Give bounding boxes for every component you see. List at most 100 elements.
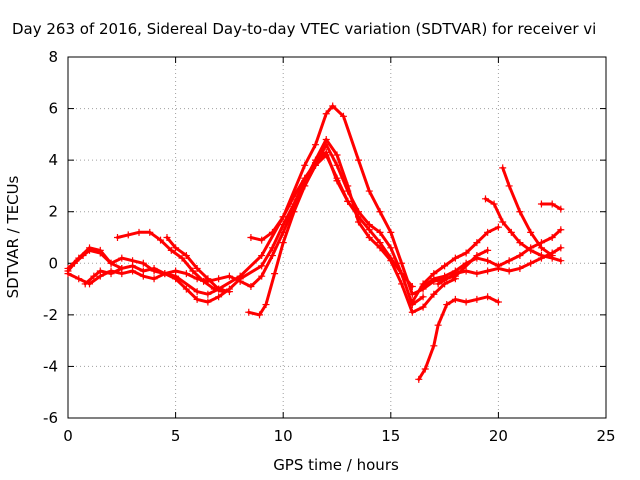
data-point: [430, 290, 438, 298]
data-point: [527, 246, 535, 254]
data-point: [182, 252, 190, 260]
data-point: [245, 308, 253, 316]
x-tick-label: 5: [171, 427, 181, 445]
data-point: [387, 244, 395, 252]
data-point: [172, 275, 180, 283]
data-point: [189, 267, 197, 275]
data-point: [494, 223, 502, 231]
data-point: [258, 272, 266, 280]
data-point: [163, 234, 171, 241]
data-point: [473, 295, 481, 303]
data-point: [301, 182, 309, 190]
data-point: [268, 228, 276, 236]
series-arc-f: [163, 234, 233, 296]
data-point: [247, 282, 255, 290]
data-point: [81, 280, 89, 288]
axis-ticks: [67, 56, 607, 419]
series-trace: [66, 246, 124, 270]
data-point: [484, 267, 492, 275]
data-point: [225, 272, 233, 280]
y-tick-label: 6: [48, 100, 58, 118]
data-point: [443, 275, 451, 283]
data-point: [505, 267, 513, 275]
data-point: [376, 208, 384, 216]
series-arc-i: [415, 293, 502, 383]
y-tick-label: 2: [48, 203, 58, 221]
data-point: [462, 259, 470, 267]
data-point: [451, 270, 459, 278]
data-point: [182, 285, 190, 293]
series-trace: [410, 225, 500, 304]
data-point: [398, 259, 406, 267]
data-point: [548, 254, 556, 262]
data-point: [96, 267, 104, 275]
data-point: [557, 205, 565, 213]
data-point: [139, 267, 147, 275]
data-point: [398, 270, 406, 278]
data-point: [118, 254, 126, 262]
data-point: [113, 234, 121, 241]
data-point: [279, 239, 287, 247]
data-point: [204, 298, 212, 306]
data-point: [462, 249, 470, 257]
data-point: [505, 182, 513, 190]
data-point: [150, 275, 158, 283]
y-axis-label: SDTVAR / TECUs: [4, 175, 22, 298]
x-axis-label: GPS time / hours: [273, 456, 399, 474]
data-point: [301, 161, 309, 169]
data-point: [193, 288, 201, 296]
data-point: [124, 231, 132, 239]
plot-frame: [67, 56, 607, 419]
data-point: [146, 228, 154, 236]
data-point: [172, 267, 180, 275]
grid-lines: [68, 57, 606, 418]
x-tick-label: 25: [596, 427, 615, 445]
data-point: [215, 275, 223, 283]
series-arc-h: [245, 151, 352, 319]
data-point: [408, 282, 416, 290]
data-point: [505, 257, 513, 265]
data-point: [86, 244, 94, 252]
data-point: [434, 321, 442, 329]
data-point: [200, 277, 208, 285]
data-point: [473, 254, 481, 262]
data-point: [557, 257, 565, 265]
chart-title: Day 263 of 2016, Sidereal Day-to-day VTE…: [12, 20, 596, 38]
data-point: [268, 252, 276, 260]
data-point: [64, 264, 72, 272]
data-point: [129, 262, 137, 270]
data-point: [204, 290, 212, 298]
data-point: [247, 234, 255, 241]
x-tick-label: 15: [381, 427, 400, 445]
data-point: [157, 236, 165, 244]
data-point: [172, 244, 180, 252]
series-arc-m: [499, 164, 556, 260]
y-tick-label: -4: [43, 357, 58, 375]
data-point: [462, 267, 470, 275]
series-trace: [165, 236, 231, 294]
data-point: [451, 295, 459, 303]
series-arc-d: [64, 244, 126, 272]
data-point: [193, 295, 201, 303]
data-point: [494, 298, 502, 306]
y-tick-label: -2: [43, 306, 58, 324]
data-point: [290, 192, 298, 200]
data-point: [516, 208, 524, 216]
y-tick-label: 8: [48, 48, 58, 66]
series-arc-o: [537, 200, 565, 213]
data-point: [258, 262, 266, 270]
series-arc-n: [481, 195, 565, 265]
data-point: [204, 275, 212, 283]
data-point: [193, 264, 201, 272]
data-point: [494, 264, 502, 272]
data-point: [344, 197, 352, 205]
x-tick-label: 20: [489, 427, 508, 445]
series-trace: [501, 166, 554, 257]
data-point: [430, 342, 438, 350]
data-point: [258, 252, 266, 260]
data-point: [339, 112, 347, 120]
data-point: [322, 141, 330, 149]
series-trace: [539, 202, 563, 211]
y-tick-label: 0: [48, 254, 58, 272]
